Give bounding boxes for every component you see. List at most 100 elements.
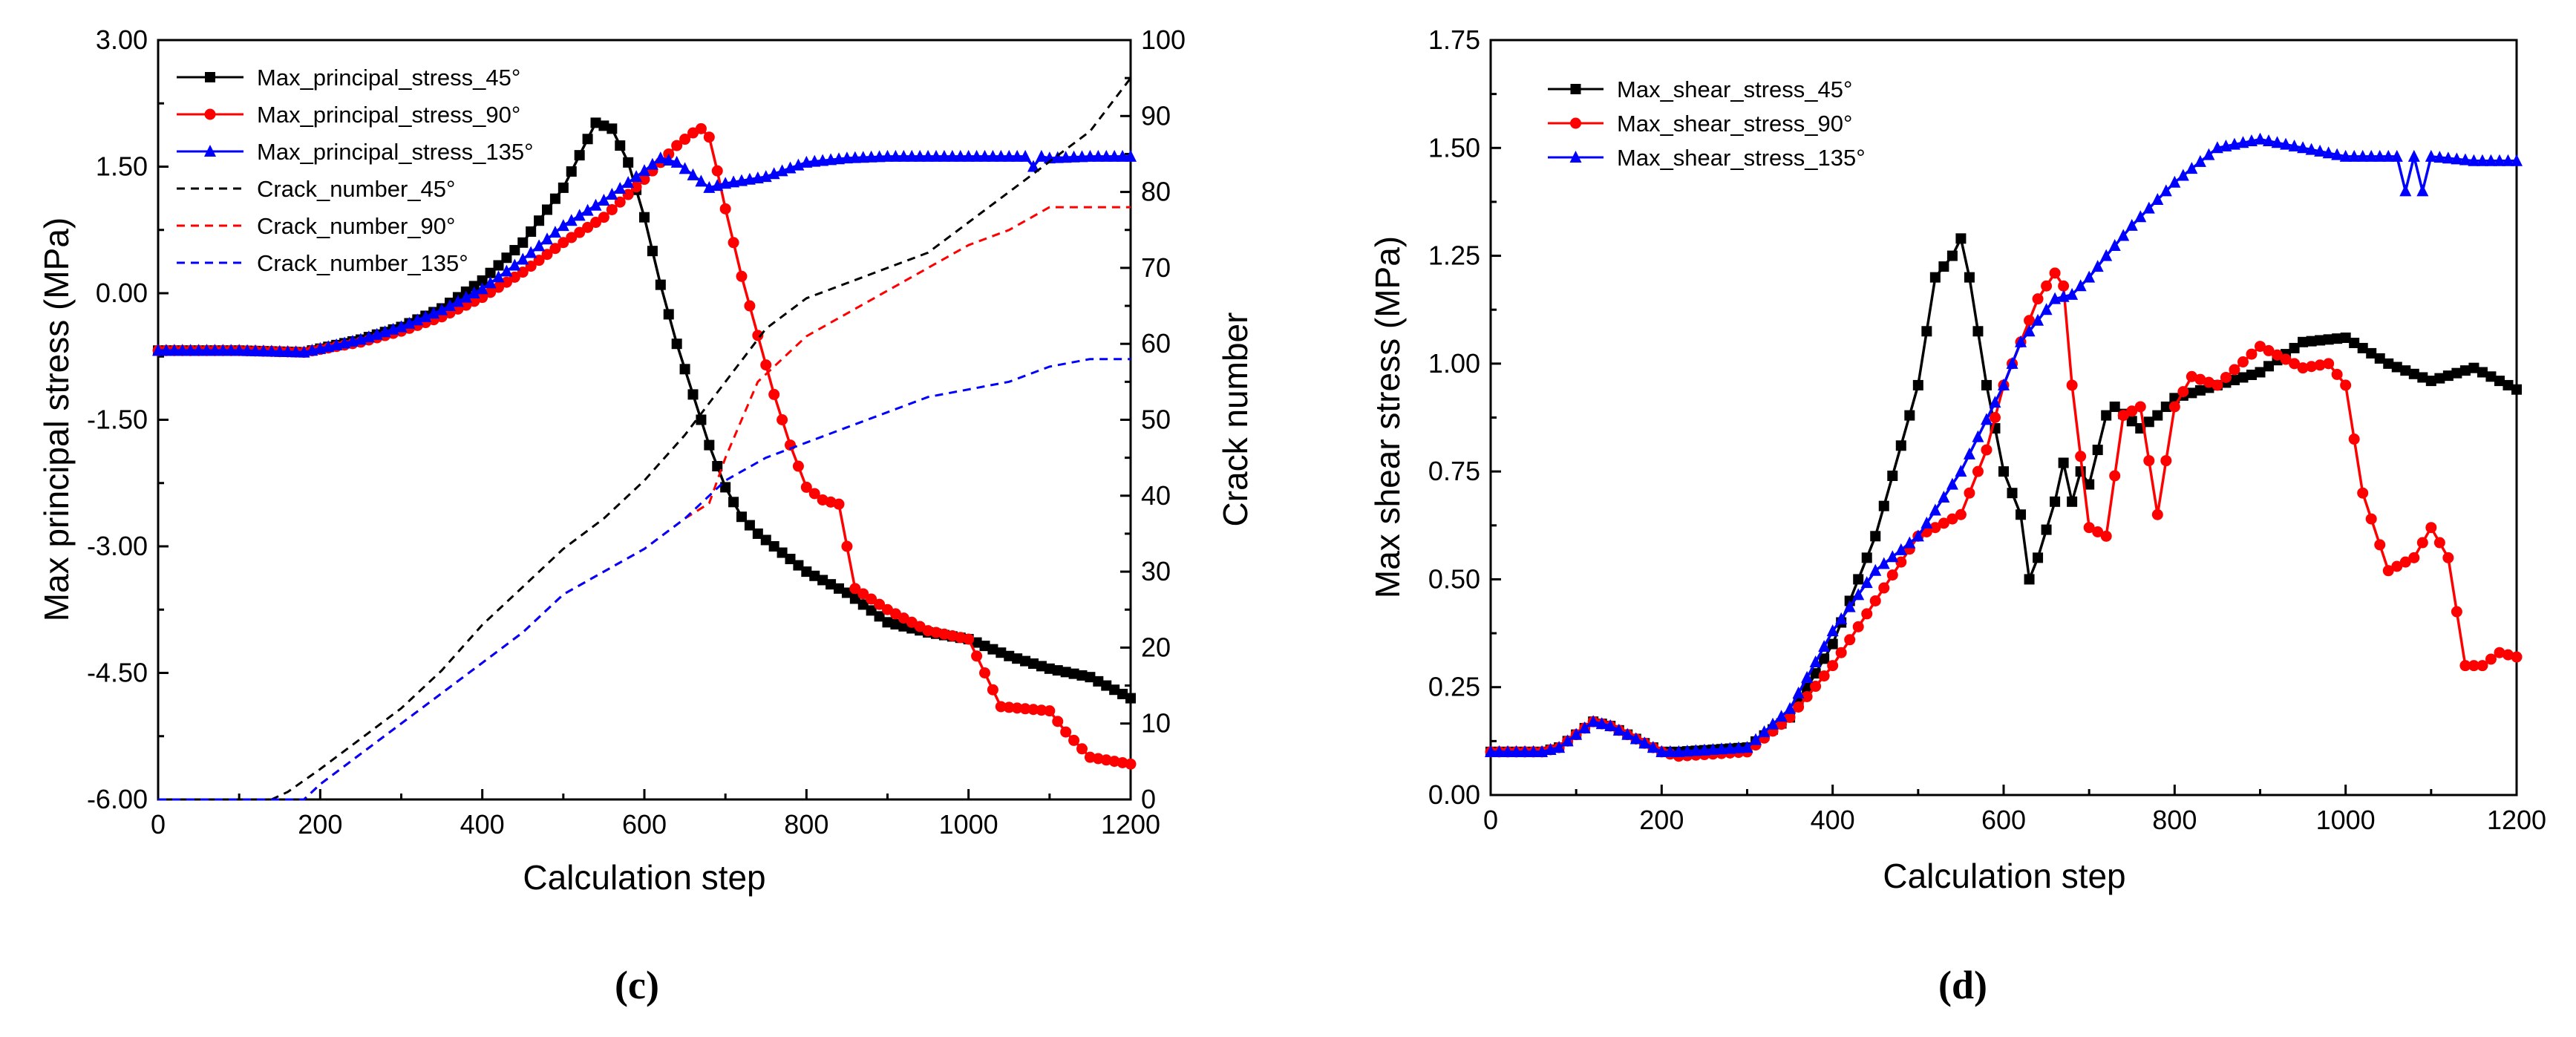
- data-point-2: [1578, 721, 1591, 733]
- data-point-0: [2186, 387, 2197, 399]
- data-point-1: [485, 287, 497, 298]
- data-point-2: [484, 276, 497, 289]
- data-point-2: [719, 177, 732, 189]
- legend-marker: [1570, 84, 1581, 94]
- data-point-1: [2408, 552, 2420, 563]
- data-point-0: [1068, 668, 1079, 679]
- data-point-1: [541, 249, 553, 261]
- data-point-0: [2101, 410, 2112, 421]
- data-point-1: [2168, 401, 2180, 413]
- x-tick-label: 0: [151, 809, 166, 840]
- data-point-2: [2502, 154, 2514, 166]
- data-point-0: [566, 166, 577, 177]
- data-point-2: [589, 198, 602, 211]
- data-point-2: [1724, 742, 1736, 754]
- data-point-2: [2015, 335, 2027, 347]
- data-point-0: [1964, 272, 1975, 283]
- data-point-1: [671, 140, 683, 151]
- data-point-1: [2442, 552, 2454, 563]
- data-point-2: [1998, 378, 2010, 390]
- data-point-2: [646, 157, 658, 170]
- legend-marker: [1569, 151, 1582, 163]
- data-point-2: [1938, 491, 1950, 503]
- data-point-2: [2416, 184, 2429, 197]
- data-point-1: [2416, 537, 2428, 549]
- data-point-0: [826, 579, 837, 590]
- data-point-2: [873, 150, 886, 163]
- data-point-1: [2151, 508, 2163, 520]
- data-point-2: [2237, 136, 2249, 148]
- data-point-2: [670, 155, 683, 168]
- data-point-0: [542, 204, 552, 215]
- x-tick-label: 1000: [2316, 805, 2376, 835]
- data-point-0: [2425, 376, 2436, 387]
- data-point-0: [2374, 353, 2385, 364]
- data-point-1: [582, 221, 594, 233]
- y-tick-label: 1.50: [96, 151, 148, 182]
- data-point-1: [695, 122, 707, 134]
- data-point-1: [857, 588, 869, 600]
- data-point-1: [2186, 370, 2197, 382]
- data-point-0: [1938, 261, 1949, 272]
- data-point-2: [444, 299, 456, 312]
- data-point-1: [2066, 379, 2078, 391]
- data-point-2: [1860, 576, 1873, 589]
- data-point-2: [2194, 154, 2206, 167]
- data-point-0: [720, 482, 731, 493]
- data-point-1: [566, 232, 578, 243]
- y2-tick-label: 0: [1141, 784, 1156, 814]
- data-point-2: [1946, 477, 1958, 490]
- data-point-2: [1553, 741, 1566, 753]
- data-point-2: [2142, 201, 2155, 214]
- data-point-1: [2032, 293, 2044, 305]
- data-point-0: [2194, 385, 2206, 396]
- data-point-0: [2126, 416, 2137, 427]
- data-point-2: [2442, 151, 2454, 164]
- data-point-2: [906, 149, 918, 162]
- data-point-0: [477, 275, 488, 286]
- data-point-1: [1793, 701, 1805, 713]
- data-point-2: [1664, 745, 1676, 757]
- data-point-1: [1019, 703, 1031, 715]
- data-point-1: [2297, 362, 2309, 374]
- data-point-1: [2280, 353, 2292, 365]
- data-point-2: [200, 344, 213, 356]
- data-point-0: [760, 534, 771, 546]
- data-point-2: [2339, 149, 2352, 162]
- data-point-0: [509, 245, 520, 256]
- data-point-2: [1801, 670, 1814, 683]
- data-point-1: [971, 650, 983, 662]
- data-point-2: [1092, 149, 1105, 162]
- data-point-1: [1036, 704, 1047, 716]
- y2-tick-label: 70: [1141, 252, 1171, 283]
- data-point-2: [436, 303, 448, 315]
- data-point-1: [963, 633, 975, 645]
- data-point-2: [1638, 736, 1651, 749]
- data-point-2: [1655, 745, 1668, 757]
- data-point-0: [1052, 665, 1063, 676]
- data-point-0: [2246, 369, 2257, 380]
- data-point-2: [1869, 563, 1882, 576]
- data-point-0: [857, 599, 869, 610]
- data-point-0: [704, 439, 715, 451]
- data-point-2: [2006, 356, 2018, 369]
- data-point-1: [2485, 653, 2497, 665]
- y-tick-label: 1.75: [1428, 24, 1480, 55]
- chart-c-y-label: Max principal stress (MPa): [37, 217, 76, 621]
- data-point-0: [1861, 552, 1872, 563]
- data-point-0: [1998, 466, 2009, 477]
- data-point-0: [2400, 365, 2411, 376]
- data-point-0: [1810, 668, 1821, 679]
- data-point-1: [2494, 647, 2505, 658]
- data-point-1: [606, 203, 618, 215]
- data-point-0: [598, 120, 609, 131]
- data-point-2: [849, 151, 861, 163]
- data-point-0: [1929, 272, 1941, 283]
- data-point-0: [996, 647, 1007, 658]
- data-point-1: [1060, 726, 1072, 738]
- data-point-2: [2108, 239, 2121, 252]
- data-point-2: [2177, 169, 2189, 181]
- y2-tick-label: 100: [1141, 24, 1186, 55]
- data-point-0: [890, 619, 901, 630]
- data-point-1: [849, 583, 861, 595]
